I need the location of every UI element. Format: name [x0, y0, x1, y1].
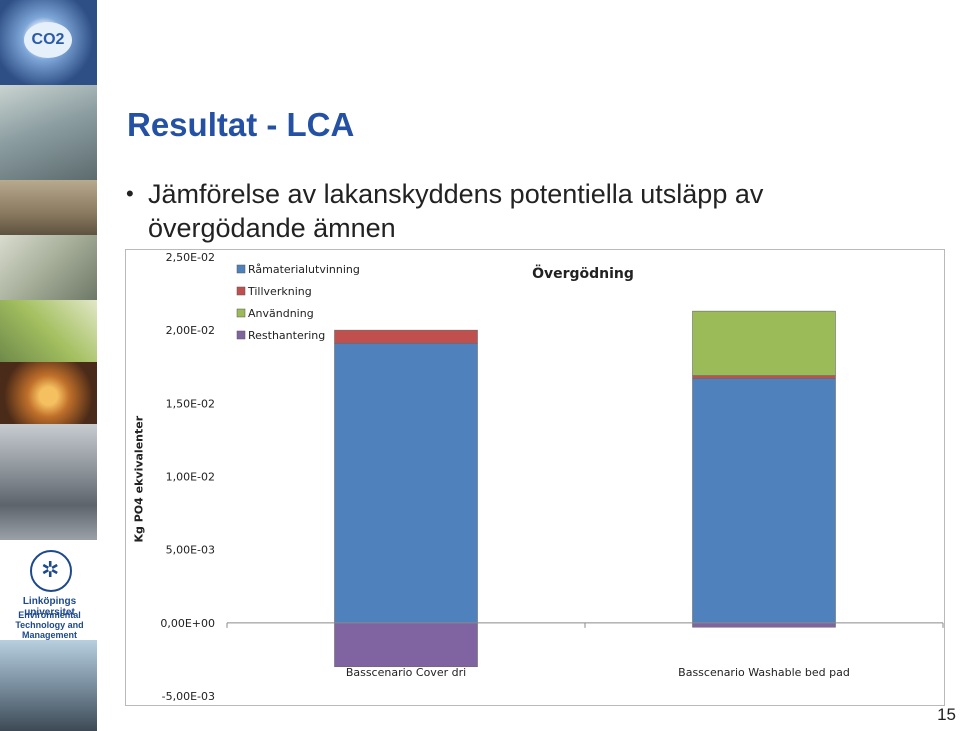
legend-swatch — [236, 264, 246, 274]
bar-segment — [692, 310, 836, 376]
legend-label: Användning — [248, 307, 314, 320]
bar-segment — [334, 329, 478, 344]
bullet-dot-icon: • — [126, 181, 134, 206]
x-category-label: Basscenario Washable bed pad — [678, 666, 850, 679]
globe-image: CO2 — [0, 0, 97, 85]
y-axis-label-text: Kg PO4 ekvivalenter — [132, 415, 146, 543]
bar-segment — [334, 343, 478, 624]
solar-panels-image — [0, 640, 97, 731]
legend-label: Råmaterialutvinning — [248, 263, 360, 276]
y-tick-label: 5,00E-03 — [166, 544, 215, 557]
bar-segment — [692, 375, 836, 379]
co2-badge: CO2 — [24, 22, 72, 58]
y-tick-label: 2,00E-02 — [166, 324, 215, 337]
bar-segment — [334, 622, 478, 668]
page-number: 15 — [937, 705, 956, 724]
university-logo-icon: ✲ — [30, 550, 72, 592]
bar-segment — [692, 378, 836, 624]
y-tick-label: 1,50E-02 — [166, 397, 215, 410]
university-logo-block: ✲ Linköpings universitet Environmental T… — [0, 540, 97, 640]
legend-swatch — [236, 308, 246, 318]
slide-title: Resultat - LCA — [127, 106, 355, 143]
chart-title: Övergödning — [532, 264, 634, 282]
y-tick-label: 2,50E-02 — [166, 251, 215, 264]
legend-label: Resthantering — [248, 329, 325, 342]
wind-sculpture-image — [0, 300, 97, 362]
department-name: Environmental Technology and Management — [15, 610, 84, 640]
y-tick-label: 1,00E-02 — [166, 471, 215, 484]
office-meeting-image — [0, 180, 97, 235]
bar-segment — [692, 622, 836, 628]
steel-profiles-image — [0, 424, 97, 540]
y-tick-label: 0,00E+00 — [160, 617, 215, 630]
legend-label: Tillverkning — [247, 285, 312, 298]
y-tick-label: -5,00E-03 — [162, 690, 215, 703]
glass-structure-image — [0, 235, 97, 300]
x-category-label: Basscenario Cover dri — [346, 666, 466, 679]
legend-swatch — [236, 330, 246, 340]
university-name: Linköpings universitet — [22, 596, 77, 618]
lab-worker-image — [0, 85, 97, 180]
bullet-text: Jämförelse av lakanskyddens potentiella … — [148, 179, 764, 243]
heart-image — [0, 362, 97, 424]
photo-sidebar: CO2 ✲ Linköpings universitet Environment… — [0, 0, 97, 731]
legend-swatch — [236, 286, 246, 296]
